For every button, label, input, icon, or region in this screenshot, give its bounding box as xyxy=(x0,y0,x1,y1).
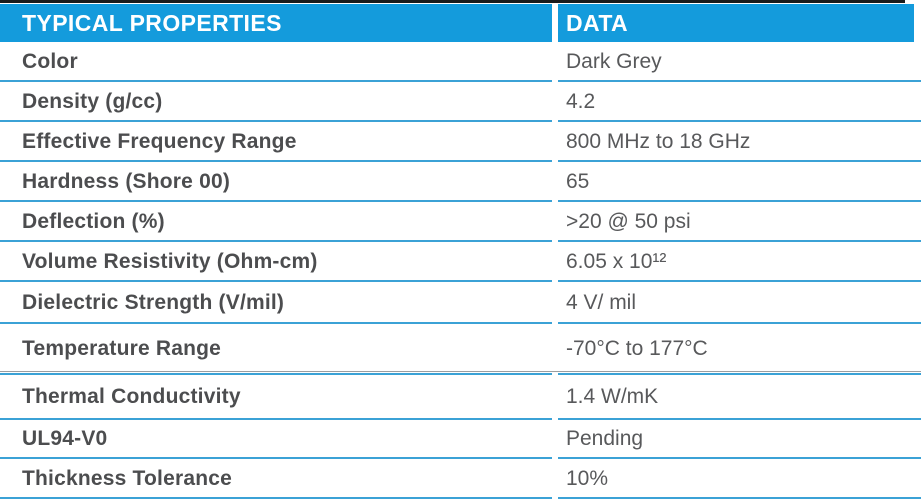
property-cell: Deflection (%) xyxy=(0,202,552,242)
table-header-row: TYPICAL PROPERTIES DATA xyxy=(0,4,921,42)
table-row-effective-frequency-range: Effective Frequency Range 800 MHz to 18 … xyxy=(0,122,921,162)
property-cell: Temperature Range xyxy=(0,324,552,375)
table-row-dielectric-strength: Dielectric Strength (V/mil) 4 V/ mil xyxy=(0,282,921,324)
table-row-ul94-v0: UL94-V0 Pending xyxy=(0,420,921,459)
value-cell: 4 V/ mil xyxy=(558,282,921,324)
value-cell: 10% xyxy=(558,459,921,499)
property-cell: Thickness Tolerance xyxy=(0,459,552,499)
value-cell: 65 xyxy=(558,162,921,202)
value-cell: Dark Grey xyxy=(558,42,921,82)
property-cell: Thermal Conductivity xyxy=(0,375,552,420)
table-row-deflection: Deflection (%) >20 @ 50 psi xyxy=(0,202,921,242)
table-row-color: Color Dark Grey xyxy=(0,42,921,82)
table-row-density: Density (g/cc) 4.2 xyxy=(0,82,921,122)
table-row-temperature-range: Temperature Range -70°C to 177°C xyxy=(0,324,921,375)
value-cell: 6.05 x 10¹² xyxy=(558,242,921,282)
value-cell: >20 @ 50 psi xyxy=(558,202,921,242)
header-cell-typical-properties: TYPICAL PROPERTIES xyxy=(0,4,552,42)
property-cell: Dielectric Strength (V/mil) xyxy=(0,282,552,324)
value-cell: Pending xyxy=(558,420,921,459)
value-cell: 1.4 W/mK xyxy=(558,375,921,420)
table-row-thickness-tolerance: Thickness Tolerance 10% xyxy=(0,459,921,499)
property-cell: Volume Resistivity (Ohm-cm) xyxy=(0,242,552,282)
property-cell: Hardness (Shore 00) xyxy=(0,162,552,202)
top-accent-bar xyxy=(0,0,905,3)
property-cell: Density (g/cc) xyxy=(0,82,552,122)
value-cell: -70°C to 177°C xyxy=(558,324,921,375)
table-row-volume-resistivity: Volume Resistivity (Ohm-cm) 6.05 x 10¹² xyxy=(0,242,921,282)
property-cell: Effective Frequency Range xyxy=(0,122,552,162)
value-cell: 800 MHz to 18 GHz xyxy=(558,122,921,162)
header-cell-data: DATA xyxy=(558,4,914,42)
value-cell: 4.2 xyxy=(558,82,921,122)
table-row-hardness: Hardness (Shore 00) 65 xyxy=(0,162,921,202)
property-cell: Color xyxy=(0,42,552,82)
property-cell: UL94-V0 xyxy=(0,420,552,459)
table-row-thermal-conductivity: Thermal Conductivity 1.4 W/mK xyxy=(0,375,921,420)
